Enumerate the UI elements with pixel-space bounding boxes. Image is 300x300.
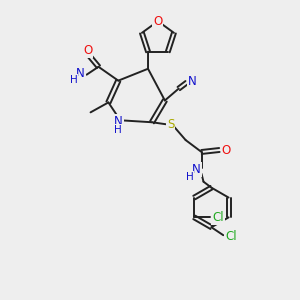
Text: Cl: Cl	[225, 230, 237, 243]
Text: O: O	[222, 143, 231, 157]
Text: O: O	[83, 44, 92, 57]
Text: S: S	[167, 118, 175, 131]
Text: Cl: Cl	[212, 211, 224, 224]
Text: N: N	[192, 163, 201, 176]
Text: H: H	[186, 172, 194, 182]
Text: O: O	[153, 15, 163, 28]
Text: H: H	[70, 75, 78, 85]
Text: N: N	[76, 67, 85, 80]
Text: N: N	[114, 115, 123, 128]
Text: H: H	[114, 125, 122, 135]
Text: N: N	[188, 75, 197, 88]
Text: H: H	[71, 76, 79, 87]
